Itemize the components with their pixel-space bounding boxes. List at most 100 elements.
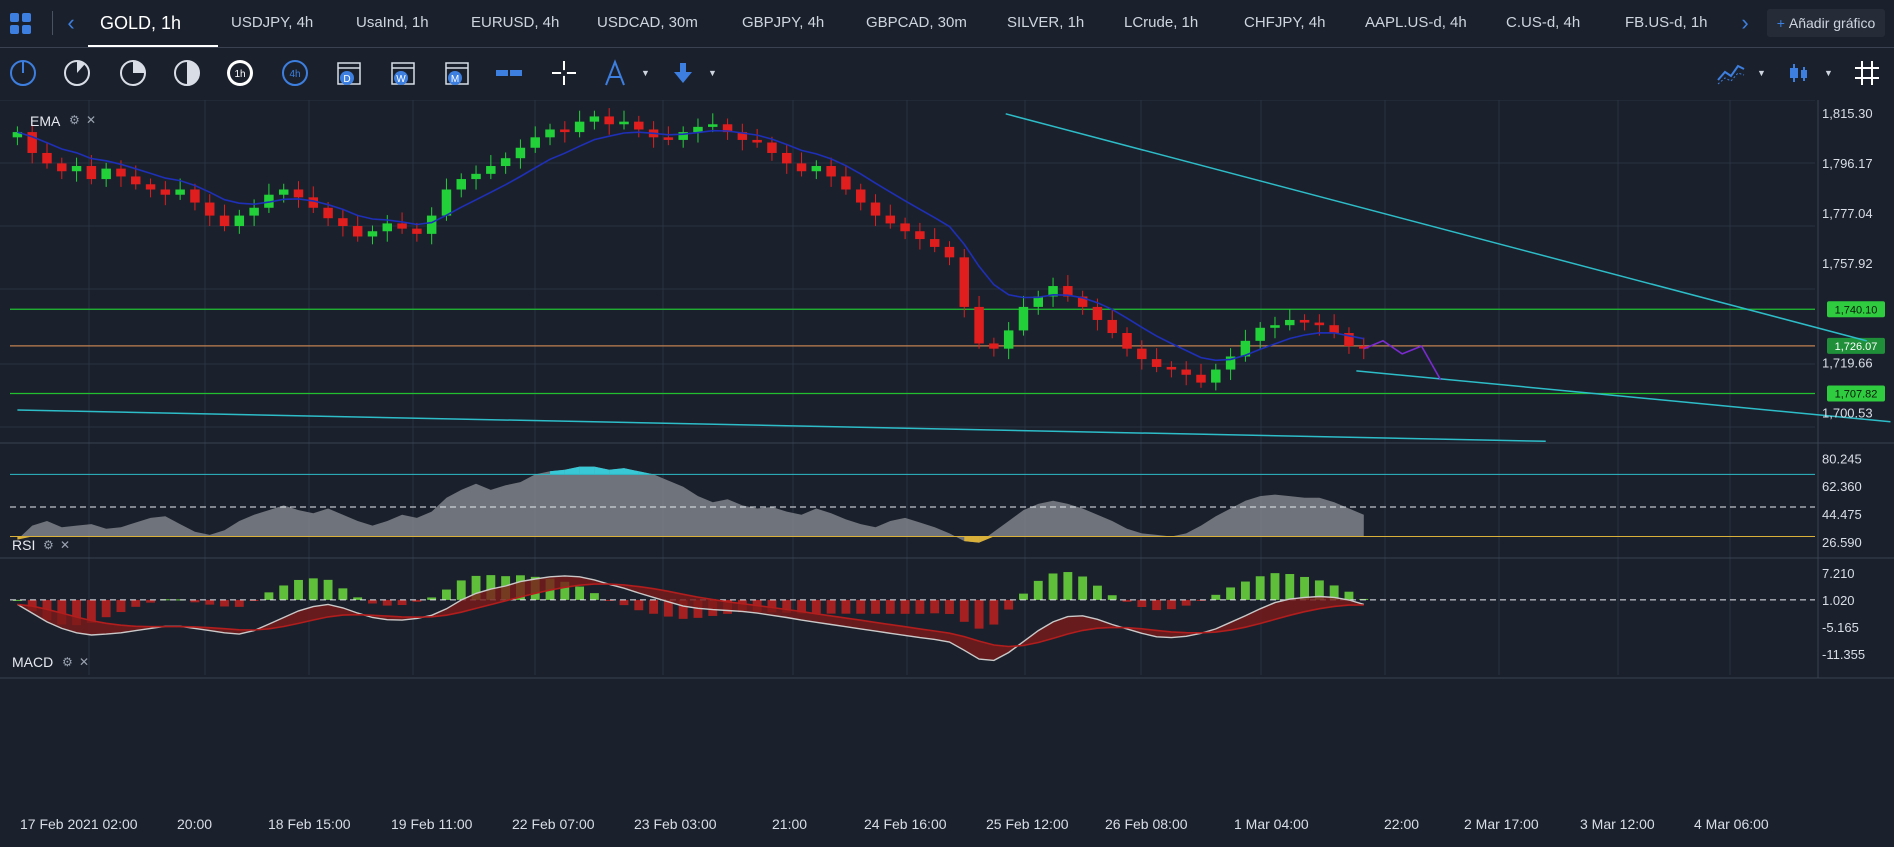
tab-silver-1h[interactable]: SILVER, 1h [1007,14,1085,31]
tab-usaind-1h[interactable]: UsaInd, 1h [356,14,429,31]
macd-histogram-bar [131,599,141,607]
tab-eurusd-4h[interactable]: EURUSD, 4h [471,14,560,31]
macd-histogram-bar [560,581,570,600]
rsi-oversold-area [17,536,33,540]
rsi-oversold-area [964,536,980,543]
candle-body [101,168,111,180]
timeframe-3-icon[interactable] [118,58,148,88]
settings-icon[interactable]: ⚙ [43,538,54,552]
macd-histogram-bar [634,599,644,611]
rsi-area [17,466,1364,543]
candle-type-caret-icon[interactable]: ▼ [1824,68,1833,78]
arrow-tool-caret-icon[interactable]: ▼ [708,68,717,78]
chart-area[interactable]: 1,740.10 1,726.07 1,707.82 1,815.30 1,796.17… [0,100,1894,847]
macd-histogram-bar [841,599,851,614]
macd-histogram-bar [1211,594,1221,600]
macd-signal-line [17,583,1364,648]
macd-histogram-bar [1226,587,1236,600]
trendline [1356,370,1891,423]
rsi-axis-label: 44.475 [1822,507,1862,522]
macd-histogram-bar [308,578,318,600]
close-icon[interactable]: ✕ [86,113,97,127]
tab-c-us-d-4h[interactable]: C.US-d, 4h [1506,14,1581,31]
timeframe-4h-icon[interactable]: 4h [280,58,310,88]
candle-body [441,189,452,216]
chart-type-caret-icon[interactable]: ▼ [1757,68,1766,78]
candle-body [796,163,807,172]
price-axis-label: 1,777.04 [1822,206,1873,221]
macd-histogram-bar [456,580,466,600]
chart-canvas[interactable]: 1,740.10 1,726.07 1,707.82 1,815.30 1,796.17… [0,100,1894,847]
candle-body [145,184,156,190]
price-axis-label: 1,719.66 [1822,356,1873,371]
tab-lcrude-1h[interactable]: LCrude, 1h [1124,14,1199,31]
candle-body [530,137,540,148]
macd-histogram-bar [323,579,333,600]
arrow-down-icon[interactable] [668,58,698,88]
candle-body [219,215,230,227]
macd-histogram-bar [974,599,984,629]
tab-aapl-us-d-4h[interactable]: AAPL.US-d, 4h [1365,14,1467,31]
tab-usdcad-30m[interactable]: USDCAD, 30m [597,14,698,31]
time-axis-label: 18 Feb 15:00 [268,816,351,832]
candle-body [323,207,333,219]
time-axis-label: 17 Feb 2021 02:00 [20,816,138,832]
candle-body [811,166,822,172]
close-icon[interactable]: ✕ [79,655,90,669]
macd-line [17,575,1364,662]
close-icon[interactable]: ✕ [60,538,71,552]
timeframe-1-icon[interactable] [8,58,38,88]
candle-body [1107,319,1117,334]
macd-histogram-bar [915,599,925,614]
timeframe-1h-icon[interactable]: 1h [225,58,255,88]
candle-body [1151,359,1162,367]
candle-body [1018,306,1029,331]
settings-icon[interactable]: ⚙ [69,113,80,127]
chevron-left-icon[interactable]: ‹ [67,10,75,35]
drawing-tool-caret-icon[interactable]: ▼ [641,68,650,78]
chevron-right-icon[interactable]: › [1741,10,1749,35]
candle-body [1270,325,1280,328]
calendar-m-icon[interactable]: M [442,58,472,88]
svg-text:M: M [451,74,459,85]
candle-body [693,126,703,133]
macd-axis-label: -11.355 [1822,647,1865,662]
range-icon[interactable] [494,58,524,88]
settings-icon[interactable]: ⚙ [62,655,73,669]
macd-histogram-bar [205,599,215,605]
tab-gold-1h[interactable]: GOLD, 1h [88,0,218,47]
line-chart-type-icon[interactable] [1716,58,1746,88]
tab-gbpcad-30m[interactable]: GBPCAD, 30m [866,14,967,31]
macd-histogram-bar [1329,585,1339,600]
calendar-w-icon[interactable]: W [388,58,418,88]
macd-histogram-bar [264,592,274,600]
tab-usdjpy-4h[interactable]: USDJPY, 4h [231,14,314,31]
macd-histogram-bar [782,599,792,613]
plus-icon: + [1776,15,1785,31]
crosshair-icon[interactable] [549,58,579,88]
tab-chfjpy-4h[interactable]: CHFJPY, 4h [1244,14,1326,31]
tab-gbpjpy-4h[interactable]: GBPJPY, 4h [742,14,825,31]
grid-toggle-icon[interactable] [1852,58,1882,88]
macd-histogram-bar [604,599,614,601]
time-axis-label: 24 Feb 16:00 [864,816,947,832]
add-chart-button[interactable]: + Añadir gráfico [1767,9,1885,37]
calendar-d-icon[interactable]: D [334,58,364,88]
drawing-tool-icon[interactable] [600,58,630,88]
macd-histogram-bar [989,599,999,625]
candle-body [1240,340,1251,357]
candle-body [782,152,792,164]
level-price-badge [1827,337,1885,354]
level-price-label: 1,726.07 [1835,341,1878,353]
macd-axis-label: 7.210 [1822,566,1855,581]
grid-menu-icon[interactable] [10,13,32,35]
candle-type-icon[interactable] [1784,58,1814,88]
timeframe-4-icon[interactable] [172,58,202,88]
time-axis-label: 19 Feb 11:00 [391,816,473,832]
candle-body [1344,333,1354,347]
tab-fb-us-d-1h[interactable]: FB.US-d, 1h [1625,14,1708,31]
macd-histogram-bar [1166,599,1176,610]
candle-body [974,306,984,344]
timeframe-2-icon[interactable] [62,58,92,88]
macd-histogram-bar [1181,599,1191,606]
